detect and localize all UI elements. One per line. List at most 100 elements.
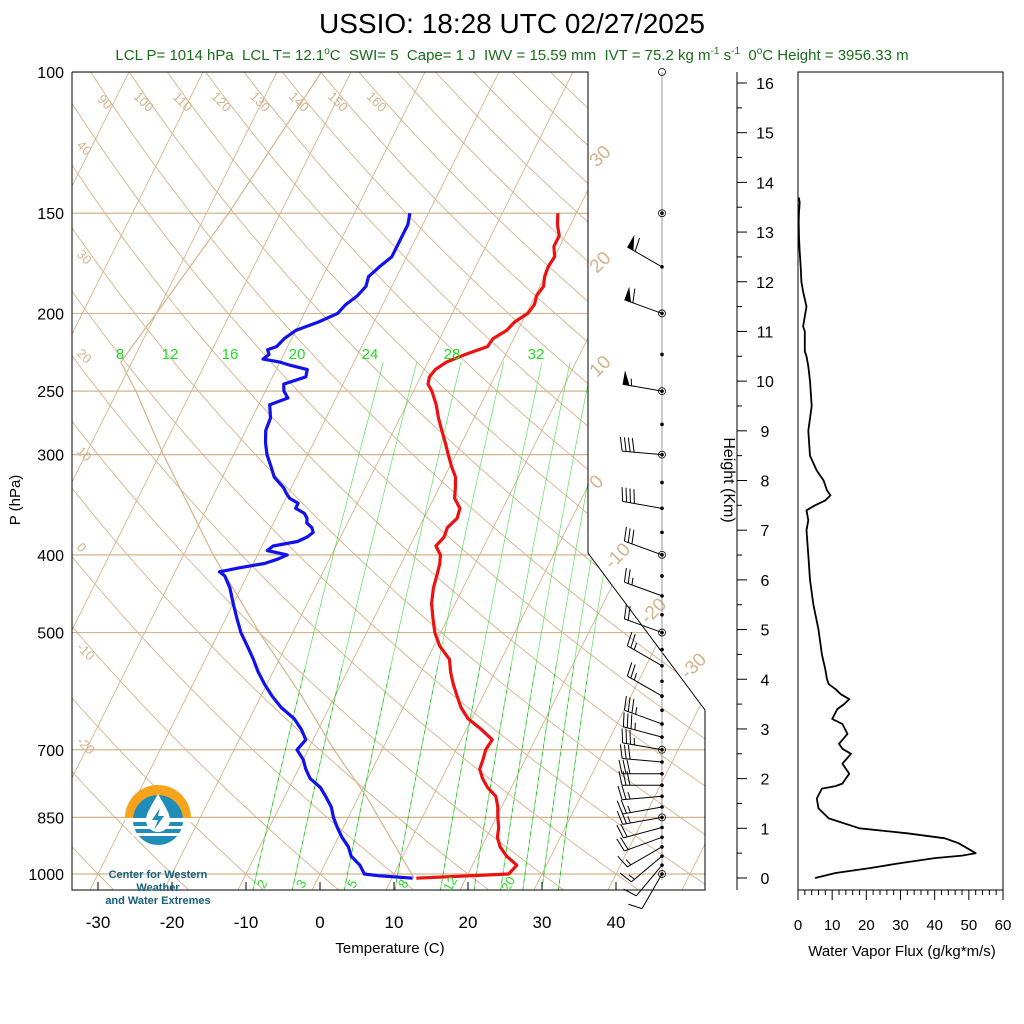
wind-barb-half-flag xyxy=(633,642,637,650)
barb-level-dot xyxy=(660,708,664,713)
wind-barb-shaft xyxy=(627,675,663,697)
wind-barb xyxy=(628,873,663,910)
logo-line-1: Center for Western Weather xyxy=(108,869,208,894)
wind-barb-flag xyxy=(633,489,635,504)
temperature-tick-label: -30 xyxy=(86,913,111,932)
dry-adiabat-line xyxy=(72,72,284,890)
dry-adiabat-label-top: 150 xyxy=(325,89,351,115)
wind-barb-flag xyxy=(631,437,635,453)
wind-barb xyxy=(616,799,663,815)
wind-barb xyxy=(617,785,663,801)
mixing-ratio-dashed-line xyxy=(394,665,439,890)
mixing-ratio-label-bottom: 12 xyxy=(440,874,460,894)
wind-barb-pennant xyxy=(624,286,631,303)
wind-barb-flag xyxy=(625,487,628,503)
height-tick-label: 10 xyxy=(756,374,774,391)
pressure-tick-label: 850 xyxy=(37,810,64,827)
logo-line-2: and Water Extremes xyxy=(105,895,211,907)
wind-barb xyxy=(623,526,663,556)
wind-barb-flag xyxy=(623,526,627,542)
wind-barb-flag xyxy=(629,729,631,745)
barb-level-dot xyxy=(660,211,664,216)
wind-barb-shaft xyxy=(624,836,663,852)
dry-adiabat-line xyxy=(476,72,705,890)
freezing-level-height: C Height = 3956.33 m xyxy=(762,47,909,64)
wind-barb-flag xyxy=(616,838,625,852)
dry-adiabat-label-left: -10 xyxy=(74,640,98,664)
wind-barb-flag xyxy=(627,697,631,712)
mixing-ratio-dashed-line xyxy=(541,665,575,890)
wind-barb-flag xyxy=(620,837,629,850)
wind-barb-shaft xyxy=(623,726,663,738)
wind-barb-shaft xyxy=(622,795,663,801)
dewpoint-profile-line xyxy=(217,212,413,880)
wind-barb-half-flag xyxy=(628,874,635,880)
flux-axis-label: Water Vapor Flux (g/kg*m/s) xyxy=(808,943,996,960)
wind-barb-shaft xyxy=(623,827,663,839)
pressure-tick-label: 400 xyxy=(37,548,64,565)
pressure-tick-label: 1000 xyxy=(28,867,64,884)
dry-adiabat-line xyxy=(72,72,705,890)
dry-adiabat-line xyxy=(72,72,436,890)
wind-barb-shaft xyxy=(624,618,663,634)
wind-barb-shaft xyxy=(622,383,663,392)
dry-adiabat-label-right: -20 xyxy=(637,594,671,628)
sounding-stats: LCL P= 1014 hPa LCL T= 12.1oC SWI= 5 Cap… xyxy=(0,46,1024,64)
mixing-ratio-dashed-line xyxy=(473,665,512,890)
lcl-pressure: LCL P= 1014 hPa xyxy=(115,47,234,64)
isotherm-line xyxy=(154,72,592,890)
temperature-tick-label: 10 xyxy=(385,913,404,932)
wind-barb-flag xyxy=(627,744,631,760)
wind-barb-flag xyxy=(621,487,624,502)
dry-adiabat-label-top: 90 xyxy=(94,91,115,112)
mixing-ratio-dashed-line xyxy=(439,665,481,890)
height-tick-label: 1 xyxy=(761,821,770,838)
height-tick-label: 4 xyxy=(761,672,770,689)
wind-barb-flag xyxy=(623,888,637,897)
dry-adiabat-line xyxy=(290,72,705,890)
temperature-axis-label: Temperature (C) xyxy=(335,940,444,957)
dry-adiabat-label-top: 160 xyxy=(364,89,390,115)
dry-adiabat-line xyxy=(550,72,705,890)
dry-adiabat-label-left: 0 xyxy=(74,540,90,556)
dry-adiabat-line xyxy=(72,72,705,890)
wind-barb-flag xyxy=(626,631,633,646)
wind-barb-flag xyxy=(617,855,628,868)
barb-level-dot xyxy=(660,679,664,684)
wind-barb xyxy=(619,436,663,456)
barb-calm-circle xyxy=(658,309,666,318)
swi-index: SWI= 5 xyxy=(348,47,399,64)
height-tick-label: 7 xyxy=(761,523,770,540)
wind-barb xyxy=(616,836,663,852)
barb-level-dot xyxy=(660,612,664,617)
isotherm-line xyxy=(302,72,705,890)
dry-adiabat-line xyxy=(178,72,705,890)
wind-barb-half-flag xyxy=(627,805,631,813)
degree-symbol: o xyxy=(324,46,330,57)
wind-barb-shaft xyxy=(622,450,663,456)
mixing-ratio-line xyxy=(291,362,418,890)
mixing-ratio-label-top: 16 xyxy=(222,346,239,363)
wind-barb xyxy=(623,604,663,634)
wind-barb-flag xyxy=(616,800,624,815)
barb-level-dot xyxy=(660,480,664,485)
wind-barb xyxy=(618,759,662,775)
height-tick-label: 16 xyxy=(756,76,774,93)
wind-barb-flag xyxy=(627,569,631,584)
pressure-tick-label: 250 xyxy=(37,384,64,401)
height-tick-label: 14 xyxy=(756,175,774,192)
dry-adiabat-label-top: 120 xyxy=(208,89,234,115)
dry-adiabat-label-right: -10 xyxy=(601,539,635,573)
wind-barb-shaft xyxy=(635,864,663,897)
dry-adiabat-line xyxy=(72,72,664,890)
cw3e-logo: Center for Western Weather and Water Ext… xyxy=(88,782,228,908)
mixing-ratio-dashed-line xyxy=(522,665,557,890)
wind-barb xyxy=(619,855,663,883)
flux-tick-label: 0 xyxy=(794,917,802,934)
temperature-tick-label: -10 xyxy=(234,913,259,932)
flux-tick-label: 50 xyxy=(960,917,977,934)
dry-adiabat-label-right: 0 xyxy=(586,471,608,493)
mixing-ratio-dashed-line xyxy=(252,665,307,890)
skewt-frame xyxy=(71,71,706,891)
barb-calm-circle xyxy=(658,813,666,822)
